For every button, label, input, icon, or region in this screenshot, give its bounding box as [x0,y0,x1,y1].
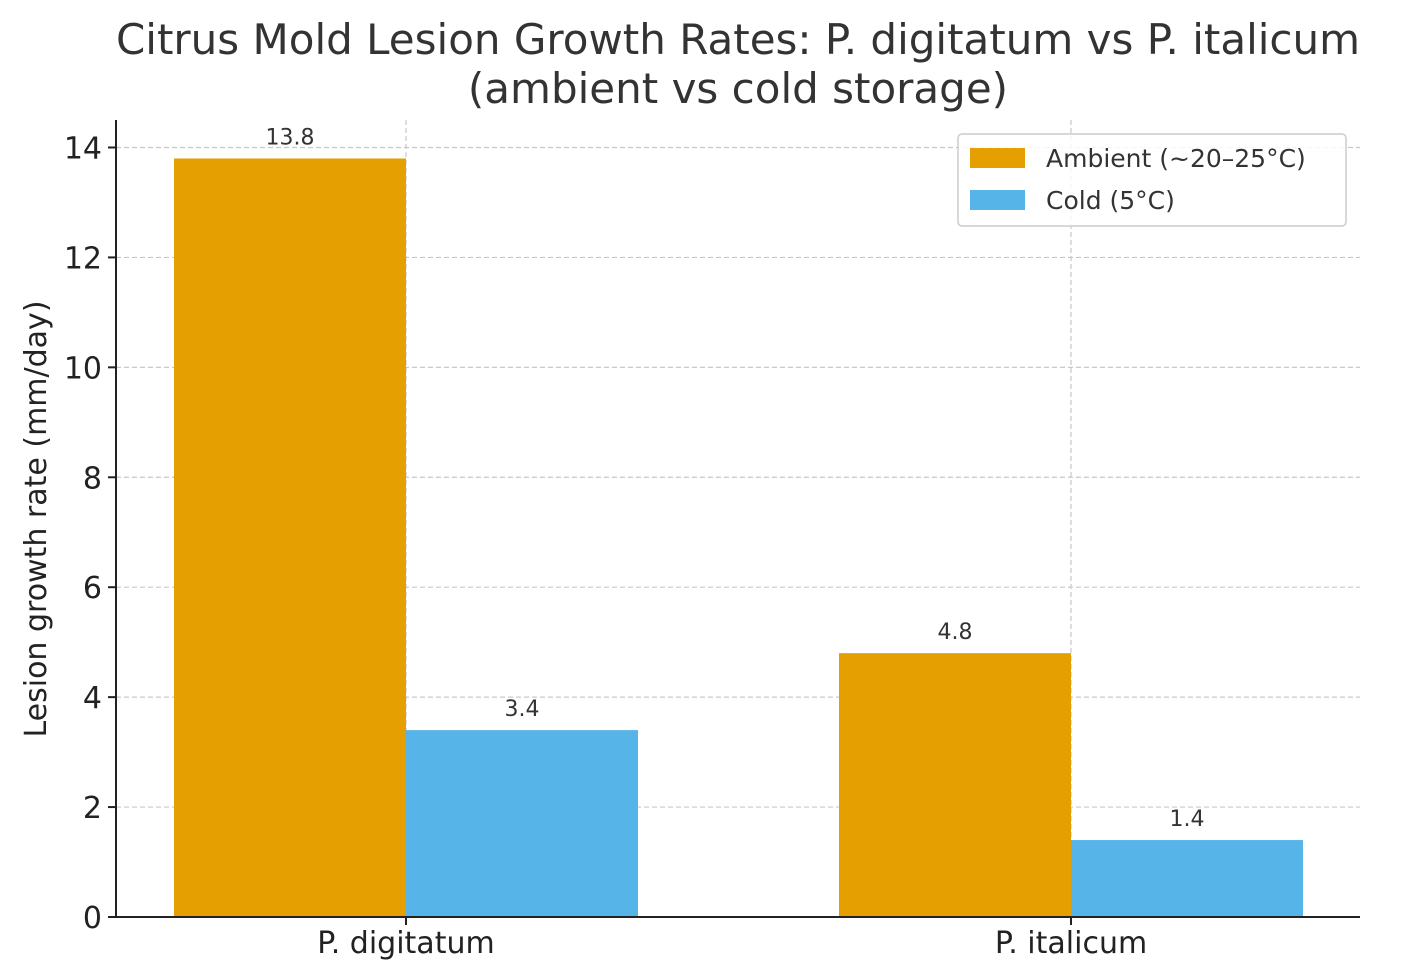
bar [174,158,406,918]
bar-data-label: 13.8 [266,125,315,150]
y-tick-label: 8 [83,461,102,496]
bar [1071,840,1303,917]
legend: Ambient (~20–25°C) Cold (5°C) [957,133,1347,227]
chart-titles: Citrus Mold Lesion Growth Rates: P. digi… [116,15,1360,113]
bar-data-label: 1.4 [1170,807,1205,832]
x-tick-label: P. italicum [995,926,1147,961]
legend-swatch [970,190,1025,210]
legend-label: Ambient (~20–25°C) [1046,144,1306,173]
chart-subtitle: (ambient vs cold storage) [468,64,1008,113]
y-tick-label: 0 [83,901,102,936]
x-tick-label: P. digitatum [317,926,494,961]
chart-title: Citrus Mold Lesion Growth Rates: P. digi… [116,15,1360,64]
bar-data-label: 3.4 [505,697,540,722]
legend-label: Cold (5°C) [1046,186,1175,215]
bar [406,730,638,917]
legend-box [957,133,1347,227]
x-axis-ticks: P. digitatum P. italicum [317,917,1147,961]
bar-data-label: 4.8 [938,620,973,645]
y-tick-label: 6 [83,571,102,606]
y-tick-label: 14 [64,131,102,166]
y-tick-label: 2 [83,791,102,826]
data-labels: 13.8 4.8 3.4 1.4 [266,125,1205,832]
y-tick-label: 4 [83,681,102,716]
axes [115,120,1360,918]
legend-swatch [970,148,1025,168]
y-axis-label: Lesion growth rate (mm/day) [19,300,54,737]
y-axis-ticks: 0 2 4 6 8 10 12 14 [64,131,116,936]
y-tick-label: 10 [64,351,102,386]
y-tick-label: 12 [64,241,102,276]
bar [839,653,1071,917]
bars [174,158,1303,918]
